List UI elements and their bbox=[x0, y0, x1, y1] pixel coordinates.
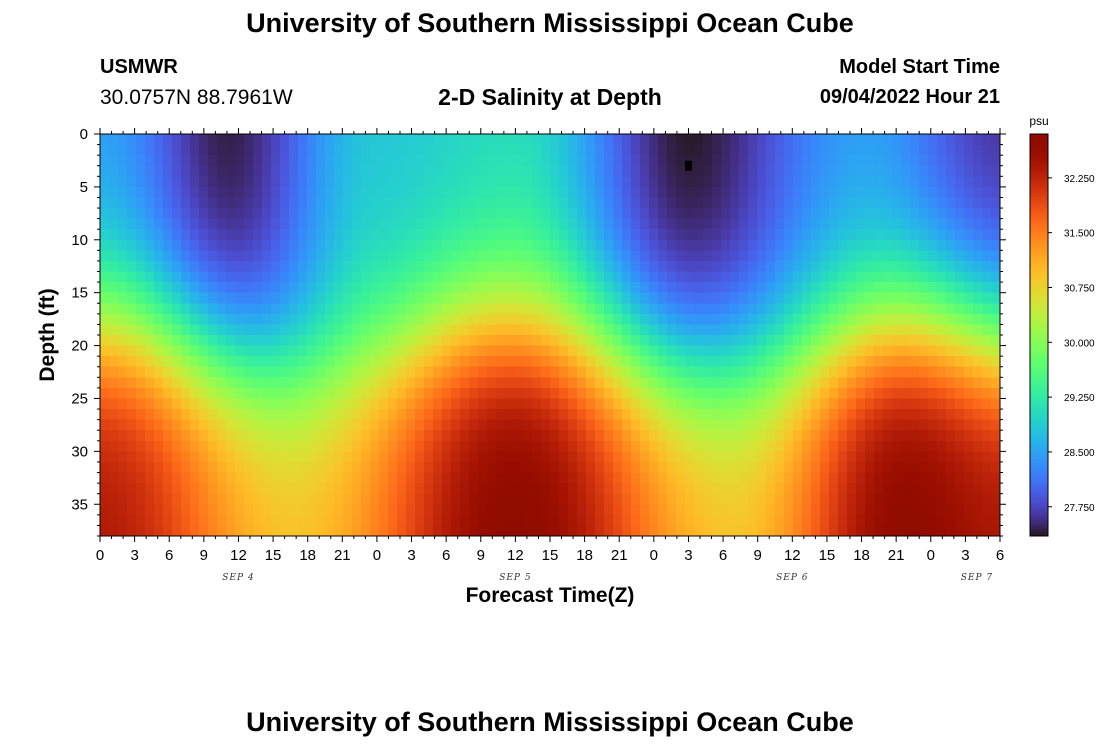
date-label: SEP 4 bbox=[222, 573, 254, 583]
date-label: SEP 6 bbox=[776, 573, 808, 583]
x-tick-label: 15 bbox=[265, 547, 282, 564]
date-label: SEP 7 bbox=[961, 573, 993, 583]
x-tick-label: 0 bbox=[373, 547, 381, 564]
colorbar-gradient bbox=[1030, 134, 1048, 536]
y-tick-label: 10 bbox=[71, 232, 88, 249]
x-tick-label: 9 bbox=[477, 547, 485, 564]
colorbar-unit: psu bbox=[1029, 114, 1048, 128]
x-tick-label: 6 bbox=[996, 547, 1004, 564]
x-tick-label: 21 bbox=[611, 547, 628, 564]
x-tick-label: 15 bbox=[542, 547, 559, 564]
x-tick-label: 6 bbox=[719, 547, 727, 564]
station-name: USMWR bbox=[100, 56, 178, 78]
chart-subtitle: 2-D Salinity at Depth bbox=[438, 84, 662, 110]
colorbar-frame bbox=[1029, 133, 1049, 537]
salinity-heatmap bbox=[100, 134, 1000, 536]
x-tick-label: 9 bbox=[200, 547, 208, 564]
x-tick-label: 6 bbox=[442, 547, 450, 564]
y-tick-label: 5 bbox=[80, 179, 88, 196]
x-tick-label: 3 bbox=[407, 547, 415, 564]
y-tick-label: 20 bbox=[71, 338, 88, 355]
x-tick-label: 3 bbox=[130, 547, 138, 564]
x-tick-label: 15 bbox=[819, 547, 836, 564]
x-tick-label: 12 bbox=[230, 547, 247, 564]
colorbar-tick-label: 30.000 bbox=[1064, 338, 1095, 349]
footer-title: University of Southern Mississippi Ocean… bbox=[246, 707, 854, 737]
y-tick-label: 35 bbox=[71, 496, 88, 513]
y-tick-label: 0 bbox=[80, 126, 88, 143]
colorbar-tick-label: 32.250 bbox=[1064, 174, 1095, 185]
y-tick-label: 30 bbox=[71, 443, 88, 460]
x-tick-label: 3 bbox=[684, 547, 692, 564]
x-tick-label: 18 bbox=[576, 547, 593, 564]
x-tick-label: 0 bbox=[96, 547, 104, 564]
y-axis-label: Depth (ft) bbox=[36, 288, 59, 382]
x-tick-label: 0 bbox=[650, 547, 658, 564]
date-label: SEP 5 bbox=[499, 573, 531, 583]
x-tick-label: 21 bbox=[888, 547, 905, 564]
x-tick-label: 6 bbox=[165, 547, 173, 564]
model-start-value: 09/04/2022 Hour 21 bbox=[819, 86, 1000, 108]
colorbar-tick-label: 28.500 bbox=[1064, 448, 1095, 459]
y-tick-label: 15 bbox=[71, 285, 88, 302]
x-tick-label: 12 bbox=[784, 547, 801, 564]
x-tick-label: 21 bbox=[334, 547, 351, 564]
x-tick-label: 0 bbox=[927, 547, 935, 564]
chart-title: University of Southern Mississippi Ocean… bbox=[246, 8, 854, 38]
location-marker bbox=[684, 160, 692, 171]
x-tick-label: 18 bbox=[853, 547, 870, 564]
colorbar-tick-label: 30.750 bbox=[1064, 283, 1095, 294]
colorbar-tick-label: 31.500 bbox=[1064, 229, 1095, 240]
x-tick-label: 3 bbox=[961, 547, 969, 564]
colorbar-tick-label: 29.250 bbox=[1064, 393, 1095, 404]
x-tick-label: 12 bbox=[507, 547, 524, 564]
station-coordinates: 30.0757N 88.7961W bbox=[100, 86, 293, 109]
x-axis-label: Forecast Time(Z) bbox=[465, 584, 635, 607]
x-tick-label: 18 bbox=[299, 547, 316, 564]
colorbar-tick-label: 27.750 bbox=[1064, 503, 1095, 514]
model-start-label: Model Start Time bbox=[839, 56, 1000, 78]
y-tick-label: 25 bbox=[71, 390, 88, 407]
x-tick-label: 9 bbox=[754, 547, 762, 564]
plot-frame bbox=[99, 133, 1001, 537]
